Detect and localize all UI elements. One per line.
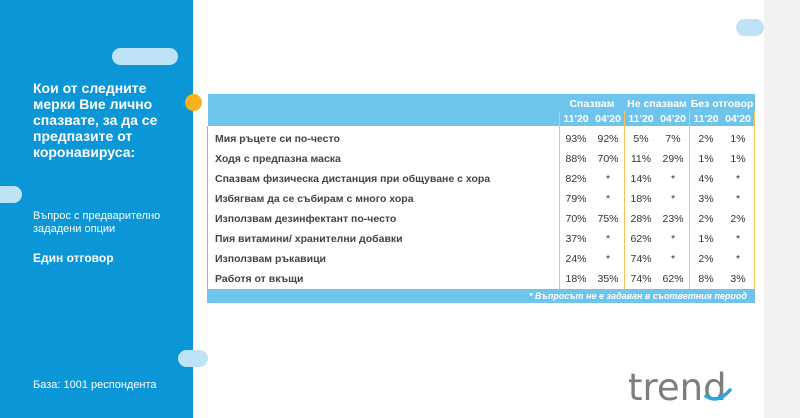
value-cell: 2% [689,209,722,229]
period-header: 11'20 [689,111,722,126]
value-cell: * [657,169,690,189]
value-cell: * [592,249,625,269]
value-cell: 70% [559,209,592,229]
period-header: 04'20 [722,111,755,126]
decor-pill [112,48,178,65]
sample-base: База: 1001 респондента [33,379,157,391]
value-cell: 2% [722,209,755,229]
value-cell: 18% [624,189,657,209]
value-cell: * [722,169,755,189]
value-cell: * [592,229,625,249]
accent-dot [185,94,202,111]
value-cell: 37% [559,229,592,249]
table-row: Мия ръцете си по-често 93% 92% 5% 7% 2% 1% [207,126,755,149]
value-cell: 28% [624,209,657,229]
value-cell: * [722,189,755,209]
question-type-note: Въпрос с предварително зададени опции [33,210,161,235]
value-cell: 93% [559,126,592,149]
period-header: 11'20 [559,111,592,126]
value-cell: 11% [624,149,657,169]
table-row: Ходя с предпазна маска 88% 70% 11% 29% 1% 1% [207,149,755,169]
value-cell: 74% [624,269,657,290]
table-row: Избягвам да се събирам с много хора 79% * 1… [207,189,755,209]
value-cell: 92% [592,126,625,149]
value-cell: * [657,229,690,249]
value-cell: 88% [559,149,592,169]
value-cell: 74% [624,249,657,269]
row-label: Работя от вкъщи [207,269,560,290]
value-cell: 8% [689,269,722,290]
value-cell: 29% [657,149,690,169]
trend-logo: trend [628,366,727,409]
table-row: Спазвам физическа дистанция при общуване… [207,169,755,189]
decor-pill [736,19,764,36]
row-label: Използвам дезинфектант по-често [207,209,560,229]
value-cell: 7% [657,126,690,149]
value-cell: 3% [689,189,722,209]
value-cell: * [657,189,690,209]
row-label: Ходя с предпазна маска [207,149,560,169]
table-footnote: * Въпросът не е задаван в съответния пер… [207,290,755,303]
value-cell: * [657,249,690,269]
group-header-no-answer: Без отговор [689,94,755,111]
row-label: Избягвам да се събирам с много хора [207,189,560,209]
right-strip [764,0,800,418]
value-cell: 79% [559,189,592,209]
value-cell: * [722,249,755,269]
value-cell: * [722,229,755,249]
period-header: 11'20 [624,111,657,126]
value-cell: 1% [722,126,755,149]
value-cell: 1% [689,149,722,169]
value-cell: 70% [592,149,625,169]
group-header-not-comply: Не спазвам [624,94,690,111]
decor-pill [178,350,208,367]
table-row: Работя от вкъщи 18% 35% 74% 62% 8% 3% [207,269,755,290]
header-label-cell [207,111,560,126]
group-header-comply: Спазвам [559,94,625,111]
value-cell: 35% [592,269,625,290]
logo-swoosh-icon [704,388,732,401]
answer-type: Един отговор [33,251,114,265]
value-cell: 75% [592,209,625,229]
period-header: 04'20 [657,111,690,126]
value-cell: 62% [624,229,657,249]
row-label: Спазвам физическа дистанция при общуване… [207,169,560,189]
row-label: Пия витамини/ хранителни добавки [207,229,560,249]
left-panel [0,0,193,418]
value-cell: 18% [559,269,592,290]
logo-text: trend [628,366,727,409]
table-row: Използвам ръкавици 24% * 74% * 2% * [207,249,755,269]
table-row: Използвам дезинфектант по-често 70% 75% 28%… [207,209,755,229]
decor-pill [0,186,22,203]
period-header: 04'20 [592,111,625,126]
value-cell: 82% [559,169,592,189]
value-cell: * [592,169,625,189]
results-table: Спазвам Не спазвам Без отговор 11'20 04'… [207,94,755,303]
value-cell: 24% [559,249,592,269]
row-label: Мия ръцете си по-често [207,126,560,149]
value-cell: 1% [722,149,755,169]
value-cell: 4% [689,169,722,189]
value-cell: 5% [624,126,657,149]
value-cell: 1% [689,229,722,249]
value-cell: 3% [722,269,755,290]
question-text: Кои от следните мерки Вие лично спазвате… [33,80,158,160]
value-cell: 23% [657,209,690,229]
row-label: Използвам ръкавици [207,249,560,269]
value-cell: 2% [689,249,722,269]
header-label-cell [207,94,560,111]
value-cell: 62% [657,269,690,290]
table-row: Пия витамини/ хранителни добавки 37% * 62% *… [207,229,755,249]
value-cell: * [592,189,625,209]
value-cell: 2% [689,126,722,149]
value-cell: 14% [624,169,657,189]
